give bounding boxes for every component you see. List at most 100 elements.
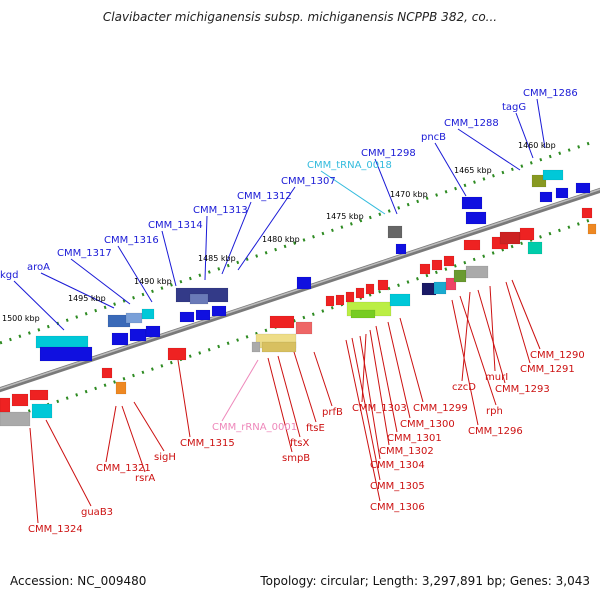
leader-prfb xyxy=(313,351,333,407)
leader-cmm-1302 xyxy=(369,329,390,446)
gene-feature-block xyxy=(542,169,564,181)
scale-label-1495-kbp: 1495 kbp xyxy=(68,294,106,303)
leader-cmm-1299 xyxy=(399,317,424,403)
gene-feature-block xyxy=(195,309,211,321)
gene-feature-block xyxy=(387,225,403,239)
gene-label-cmm-1291: CMM_1291 xyxy=(520,364,575,375)
gene-feature-block xyxy=(29,389,49,401)
gene-feature-block xyxy=(465,211,487,225)
gene-label-cmm-1324: CMM_1324 xyxy=(28,524,83,535)
gene-label-cmm-1290: CMM_1290 xyxy=(530,350,585,361)
leader-cmm-1307 xyxy=(237,186,296,271)
gene-feature-block xyxy=(179,311,195,323)
gene-label-cmm-1305: CMM_1305 xyxy=(370,481,425,492)
leader-rsra xyxy=(121,405,146,473)
gene-feature-block xyxy=(0,397,11,413)
gene-feature-block xyxy=(365,283,375,295)
scale-label-1485-kbp: 1485 kbp xyxy=(198,254,236,263)
leader-pncb xyxy=(434,142,467,197)
scale-track-upper xyxy=(0,141,591,345)
gene-label-cmm-1316: CMM_1316 xyxy=(104,235,159,246)
gene-label-cmm-1301: CMM_1301 xyxy=(387,433,442,444)
gene-label-cmm-rrna-0001: CMM_rRNA_0001 xyxy=(212,422,297,433)
leader-smpb xyxy=(267,357,293,453)
leader-rph xyxy=(459,295,497,406)
gene-feature-block xyxy=(389,293,411,307)
scale-label-1470-kbp: 1470 kbp xyxy=(390,190,428,199)
gene-feature-block xyxy=(527,241,543,255)
gene-feature-block xyxy=(395,243,407,255)
gene-feature-block xyxy=(141,308,155,320)
leader-cmm-rrna-0001 xyxy=(221,359,259,422)
gene-feature-block xyxy=(125,312,143,324)
gene-label-cmm-1302: CMM_1302 xyxy=(379,446,434,457)
gene-label-tagg: tagG xyxy=(502,102,526,113)
scale-label-1490-kbp: 1490 kbp xyxy=(134,277,172,286)
gene-label-smpb: smpB xyxy=(282,453,310,464)
scale-label-1500-kbp: 1500 kbp xyxy=(2,314,40,323)
gene-label-rsra: rsrA xyxy=(135,473,155,484)
gene-label-cmm-1286: CMM_1286 xyxy=(523,88,578,99)
gene-feature-block xyxy=(431,259,443,271)
gene-label-kgd: kgd xyxy=(0,270,19,281)
gene-feature-block xyxy=(581,207,593,219)
gene-feature-block xyxy=(445,277,457,291)
leader-cmm-1316 xyxy=(117,245,153,303)
topology-text: Topology: circular; Length: 3,297,891 bp… xyxy=(260,574,590,588)
gene-feature-block xyxy=(325,295,335,307)
gene-feature-block xyxy=(39,346,93,362)
leader-cmm-1317 xyxy=(70,258,131,305)
leader-cmm-1306 xyxy=(345,339,381,502)
leader-cmm-1293 xyxy=(477,289,506,384)
scale-label-1460-kbp: 1460 kbp xyxy=(518,141,556,150)
leader-cmm-1288 xyxy=(457,128,521,171)
gene-label-guab3: guaB3 xyxy=(81,507,113,518)
gene-feature-block xyxy=(335,294,345,306)
leader-guab3 xyxy=(45,419,92,507)
gene-feature-block xyxy=(261,341,297,353)
leader-cmm-trna-0018 xyxy=(320,170,386,215)
gene-label-cmm-1298: CMM_1298 xyxy=(361,148,416,159)
scale-labels: 1460 kbp 1465 kbp 1470 kbp 1475 kbp 1480 kbp… xyxy=(2,141,556,323)
gene-feature-block xyxy=(211,305,227,317)
gene-feature-block xyxy=(575,182,591,194)
leader-cmm-1324 xyxy=(29,427,39,524)
gene-feature-block xyxy=(251,341,261,353)
gene-label-cmm-1296: CMM_1296 xyxy=(468,426,523,437)
gene-feature-block xyxy=(0,411,31,427)
leader-cmm-1290 xyxy=(511,279,541,350)
gene-feature-block xyxy=(145,325,161,338)
leader-cmm-1321 xyxy=(105,405,117,463)
gene-feature-block xyxy=(419,263,431,275)
leader-cmm-1313 xyxy=(204,215,208,281)
gene-label-sigh: sigH xyxy=(154,452,176,463)
leader-aroa xyxy=(40,272,115,309)
gene-label-ftse: ftsE xyxy=(306,423,325,434)
gene-label-prfb: prfB xyxy=(322,407,343,418)
gene-label-cmm-1315: CMM_1315 xyxy=(180,438,235,449)
gene-feature-block xyxy=(31,403,53,419)
leader-ftsx xyxy=(277,355,301,438)
leader-cmm-1296 xyxy=(451,299,479,426)
leader-muri xyxy=(489,285,496,372)
gene-feature-block xyxy=(269,315,295,329)
gene-feature-block xyxy=(461,196,483,210)
leader-cmm-1286 xyxy=(536,98,546,149)
gene-feature-block xyxy=(350,309,376,319)
gene-feature-block xyxy=(531,174,547,188)
gene-label-cmm-1307: CMM_1307 xyxy=(281,176,336,187)
leader-sigh xyxy=(133,401,165,452)
gene-label-cmm-1293: CMM_1293 xyxy=(495,384,550,395)
leader-cmm-1298 xyxy=(374,158,398,215)
label-leader-lines xyxy=(13,98,546,524)
leader-ftse xyxy=(293,351,317,423)
genome-backbone xyxy=(0,187,600,393)
gene-features xyxy=(0,169,597,427)
scale-label-1480-kbp: 1480 kbp xyxy=(262,235,300,244)
scale-track-lower xyxy=(0,218,591,423)
gene-feature-block xyxy=(587,223,597,235)
leader-cmm-1301 xyxy=(375,325,398,433)
gene-feature-block xyxy=(115,381,127,395)
gene-feature-block xyxy=(295,321,313,335)
